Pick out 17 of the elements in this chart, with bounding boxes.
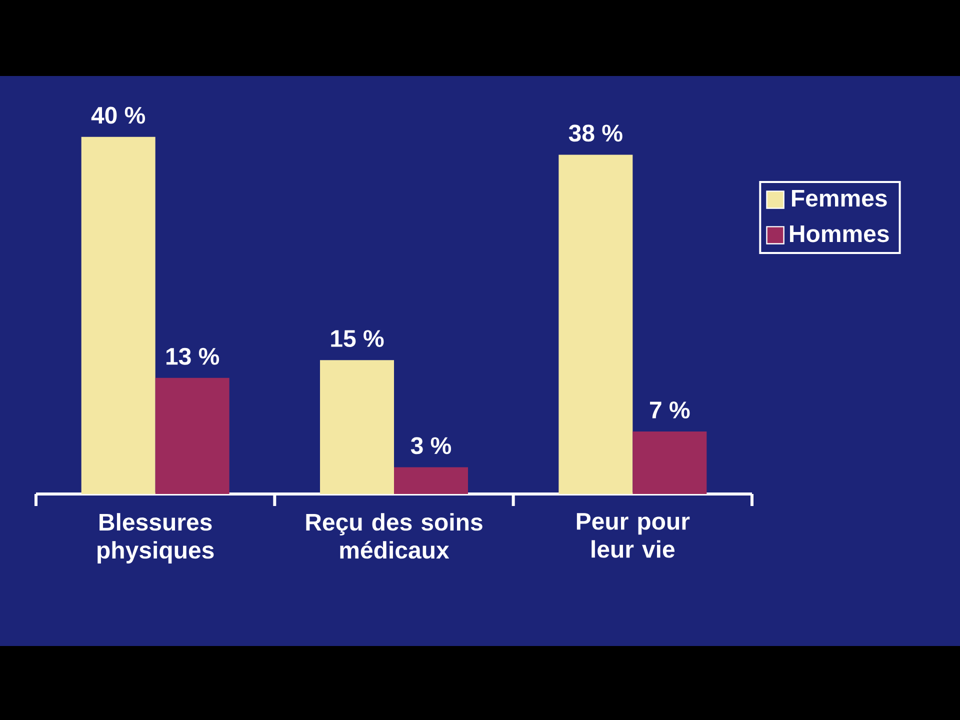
- legend-label: Femmes: [792, 190, 887, 207]
- bar: [632, 432, 707, 494]
- bar: [155, 378, 230, 494]
- x-tick-label: Blessures physiques: [98, 513, 214, 564]
- data-label: 3 %: [410, 437, 452, 454]
- bar: [81, 136, 156, 494]
- data-label: 13 %: [166, 348, 220, 365]
- bar: [394, 467, 468, 494]
- data-label: 15 %: [331, 330, 384, 347]
- x-tick-label: Reçu des soins médicaux: [306, 513, 482, 559]
- data-label: 38 %: [568, 124, 622, 142]
- x-tick-label: Peur pour leur vie: [576, 513, 690, 558]
- bar: [320, 360, 394, 494]
- data-label: 7 %: [650, 402, 690, 418]
- legend-label: Hommes: [790, 226, 889, 242]
- bar: [558, 154, 633, 494]
- data-label: 40 %: [91, 106, 146, 124]
